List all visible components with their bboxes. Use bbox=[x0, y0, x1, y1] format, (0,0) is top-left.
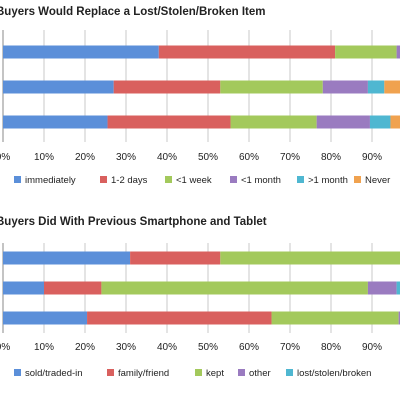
x-tick-label: 0% bbox=[0, 152, 10, 163]
legend-label: Never bbox=[365, 175, 390, 186]
legend-label: >1 month bbox=[308, 175, 348, 186]
legend-label: 1-2 days bbox=[111, 175, 148, 186]
bar-segment bbox=[396, 45, 400, 59]
legend-label: lost/stolen/broken bbox=[297, 368, 371, 379]
bar-segment bbox=[130, 251, 221, 265]
legend-label: <1 week bbox=[176, 175, 212, 186]
bar-segment bbox=[271, 311, 399, 325]
bar-segment bbox=[3, 45, 159, 59]
legend-swatch bbox=[286, 369, 293, 376]
legend-swatch bbox=[14, 369, 21, 376]
bar-segment bbox=[3, 251, 131, 265]
bar-segment bbox=[44, 281, 102, 295]
legend-label: kept bbox=[206, 368, 224, 379]
legend-label: sold/traded-in bbox=[25, 368, 83, 379]
legend-swatch bbox=[238, 369, 245, 376]
x-tick-label: 0% bbox=[0, 342, 10, 353]
bar-segment bbox=[220, 251, 400, 265]
bar-segment bbox=[3, 311, 88, 325]
legend-swatch bbox=[165, 176, 172, 183]
x-tick-label: 70% bbox=[280, 152, 300, 163]
bar-segment bbox=[158, 45, 336, 59]
bar-segment bbox=[396, 281, 400, 295]
x-tick-label: 30% bbox=[116, 342, 136, 353]
bar-segment bbox=[390, 115, 400, 129]
chart-title: Buyers Did With Previous Smartphone and … bbox=[0, 216, 267, 228]
x-tick-label: 20% bbox=[75, 342, 95, 353]
chart-title: Buyers Would Replace a Lost/Stolen/Broke… bbox=[0, 6, 265, 18]
legend-swatch bbox=[230, 176, 237, 183]
bar-segment bbox=[101, 281, 368, 295]
legend-swatch bbox=[14, 176, 21, 183]
bar-segment bbox=[3, 281, 44, 295]
x-tick-label: 10% bbox=[34, 152, 54, 163]
x-tick-label: 70% bbox=[280, 342, 300, 353]
x-tick-label: 20% bbox=[75, 152, 95, 163]
x-tick-label: 50% bbox=[198, 342, 218, 353]
legend-label: immediately bbox=[25, 175, 76, 186]
chart-previous-device: Buyers Did With Previous Smartphone and … bbox=[0, 216, 400, 379]
bar-segment bbox=[367, 80, 385, 94]
legend-swatch bbox=[100, 176, 107, 183]
bar-segment bbox=[3, 115, 108, 129]
bar-segment bbox=[316, 115, 370, 129]
bar-segment bbox=[398, 311, 400, 325]
bar-segment bbox=[107, 115, 231, 129]
x-tick-label: 30% bbox=[116, 152, 136, 163]
x-tick-label: 40% bbox=[157, 152, 177, 163]
x-tick-label: 60% bbox=[239, 342, 259, 353]
legend-label: other bbox=[249, 368, 271, 379]
bar-segment bbox=[113, 80, 221, 94]
x-tick-label: 50% bbox=[198, 152, 218, 163]
x-tick-label: 60% bbox=[239, 152, 259, 163]
chart-replace-timing: Buyers Would Replace a Lost/Stolen/Broke… bbox=[0, 6, 400, 186]
bar-segment bbox=[3, 80, 114, 94]
bar-segment bbox=[367, 281, 397, 295]
bar-segment bbox=[220, 80, 323, 94]
legend-swatch bbox=[195, 369, 202, 376]
bar-segment bbox=[369, 115, 391, 129]
x-tick-label: 80% bbox=[321, 152, 341, 163]
legend-label: <1 month bbox=[241, 175, 281, 186]
legend-label: family/friend bbox=[118, 368, 169, 379]
bar-segment bbox=[384, 80, 400, 94]
legend-swatch bbox=[297, 176, 304, 183]
bar-segment bbox=[322, 80, 368, 94]
legend-swatch bbox=[107, 369, 114, 376]
x-tick-label: 90% bbox=[362, 152, 382, 163]
x-tick-label: 90% bbox=[362, 342, 382, 353]
x-tick-label: 10% bbox=[34, 342, 54, 353]
bar-segment bbox=[230, 115, 317, 129]
legend-swatch bbox=[354, 176, 361, 183]
x-tick-label: 40% bbox=[157, 342, 177, 353]
x-tick-label: 80% bbox=[321, 342, 341, 353]
bar-segment bbox=[335, 45, 397, 59]
bar-segment bbox=[87, 311, 272, 325]
